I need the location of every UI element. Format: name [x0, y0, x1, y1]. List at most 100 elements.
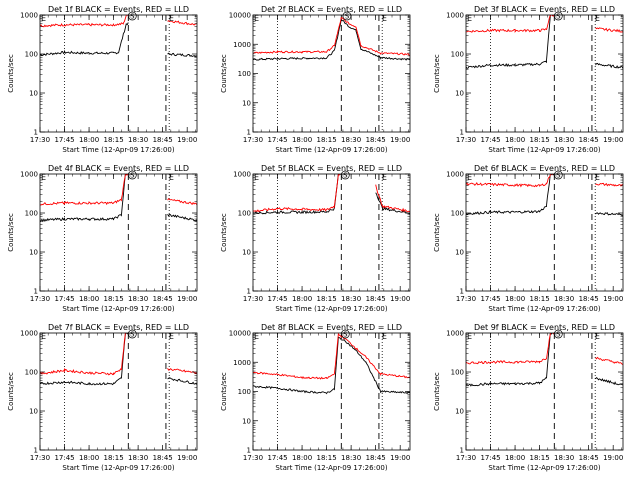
x-tick-label: 18:30: [341, 136, 361, 144]
y-tick-label: 10: [242, 417, 251, 425]
x-tick-label: 17:45: [480, 454, 500, 462]
corner-marker-label: E: [41, 332, 46, 341]
series-lld: [466, 333, 623, 365]
panel-det-7: Det 7f BLACK = Events, RED = LLD Counts/s…: [7, 323, 198, 472]
y-tick-label: 100: [451, 210, 464, 218]
x-tick-label: 17:30: [30, 295, 50, 303]
plot-frame: [252, 173, 411, 292]
y-tick-label: 100: [238, 388, 251, 396]
start-marker-label: S: [556, 13, 561, 21]
start-marker-circle: [127, 329, 137, 339]
end-marker-label: E: [595, 14, 600, 23]
series-events: [466, 15, 623, 69]
y-tick-label: 10: [29, 90, 38, 98]
series-lld: [40, 174, 197, 206]
y-tick-label: 1: [460, 129, 464, 137]
panel-det-2: Det 2f BLACK = Events, RED = LLD Counts/s…: [220, 5, 411, 154]
end-marker-label: E: [382, 14, 387, 23]
x-tick-label: 17:45: [480, 136, 500, 144]
corner-marker-label: E: [254, 14, 259, 23]
x-tick-label: 17:30: [30, 454, 50, 462]
start-marker-label: S: [343, 331, 348, 339]
x-tick-label: 17:30: [456, 454, 476, 462]
panel-title: Det 8f BLACK = Events, RED = LLD: [261, 323, 402, 332]
start-marker-label: S: [343, 172, 348, 180]
y-tick-label: 1: [34, 447, 38, 455]
series-lld: [253, 17, 410, 56]
plot-frame: [39, 14, 198, 133]
x-tick-label: 19:00: [390, 454, 410, 462]
x-axis-label: Start Time (12-Apr-09 17:26:00): [62, 305, 174, 313]
x-tick-label: 18:30: [554, 454, 574, 462]
x-tick-label: 18:00: [292, 136, 312, 144]
x-tick-label: 17:45: [267, 136, 287, 144]
start-marker-circle: [340, 170, 350, 180]
x-tick-label: 18:30: [128, 295, 148, 303]
x-tick-label: 19:00: [603, 136, 623, 144]
panel-title: Det 1f BLACK = Events, RED = LLD: [48, 5, 189, 14]
y-tick-label: 1000: [446, 171, 464, 179]
y-tick-label: 1: [247, 288, 251, 296]
y-tick-label: 10: [455, 249, 464, 257]
y-tick-label: 10: [29, 408, 38, 416]
y-tick-label: 100: [25, 51, 38, 59]
panel-title: Det 7f BLACK = Events, RED = LLD: [48, 323, 189, 332]
x-tick-label: 18:45: [153, 295, 173, 303]
series-events: [253, 19, 410, 61]
panel-det-9: Det 9f BLACK = Events, RED = LLD Counts/s…: [433, 323, 624, 472]
x-axis-label: Start Time (12-Apr-09 17:26:00): [62, 464, 174, 472]
x-tick-label: 17:45: [480, 295, 500, 303]
series-lld: [466, 174, 623, 188]
x-tick-label: 17:30: [243, 454, 263, 462]
start-marker-circle: [127, 11, 137, 21]
series-events: [40, 22, 197, 58]
y-tick-label: 1000: [446, 330, 464, 338]
y-axis-label: Counts/sec: [7, 213, 15, 252]
x-tick-label: 18:00: [79, 295, 99, 303]
x-tick-label: 18:30: [128, 454, 148, 462]
y-tick-label: 10: [455, 90, 464, 98]
start-marker-circle: [553, 11, 563, 21]
plot-frame: [465, 173, 624, 292]
y-axis-label: Counts/sec: [220, 213, 228, 252]
y-tick-label: 1: [460, 288, 464, 296]
x-tick-label: 18:00: [292, 454, 312, 462]
y-axis-label: Counts/sec: [433, 54, 441, 93]
x-axis-label: Start Time (12-Apr-09 17:26:00): [275, 146, 387, 154]
corner-marker-label: E: [467, 173, 472, 182]
x-tick-label: 18:15: [317, 454, 337, 462]
panel-det-4: Det 4f BLACK = Events, RED = LLD Counts/s…: [7, 164, 198, 313]
end-marker-label: E: [169, 173, 174, 182]
series-events: [466, 174, 623, 217]
x-tick-label: 18:15: [317, 295, 337, 303]
x-axis-label: Start Time (12-Apr-09 17:26:00): [62, 146, 174, 154]
y-tick-label: 100: [451, 369, 464, 377]
y-tick-label: 1000: [20, 330, 38, 338]
corner-marker-label: E: [467, 332, 472, 341]
x-tick-label: 19:00: [177, 136, 197, 144]
y-tick-label: 1: [247, 129, 251, 137]
y-tick-label: 10: [29, 249, 38, 257]
x-tick-label: 18:00: [505, 136, 525, 144]
x-tick-label: 17:30: [456, 136, 476, 144]
end-marker-label: E: [595, 173, 600, 182]
start-marker-label: S: [345, 13, 350, 21]
start-marker-label: S: [130, 331, 135, 339]
panel-det-1: Det 1f BLACK = Events, RED = LLD Counts/s…: [7, 5, 198, 154]
x-tick-label: 17:30: [243, 295, 263, 303]
plot-frame: [39, 173, 198, 292]
x-tick-label: 18:30: [341, 454, 361, 462]
y-tick-label: 100: [25, 210, 38, 218]
panel-title: Det 2f BLACK = Events, RED = LLD: [261, 5, 402, 14]
y-tick-label: 1: [34, 129, 38, 137]
x-tick-label: 17:30: [30, 136, 50, 144]
y-tick-label: 10: [242, 249, 251, 257]
x-axis-label: Start Time (12-Apr-09 17:26:00): [275, 464, 387, 472]
x-tick-label: 17:45: [267, 454, 287, 462]
x-tick-label: 18:30: [341, 295, 361, 303]
y-tick-label: 10000: [229, 330, 251, 338]
x-tick-label: 19:00: [390, 295, 410, 303]
panel-title: Det 6f BLACK = Events, RED = LLD: [474, 164, 615, 173]
x-tick-label: 18:15: [104, 454, 124, 462]
